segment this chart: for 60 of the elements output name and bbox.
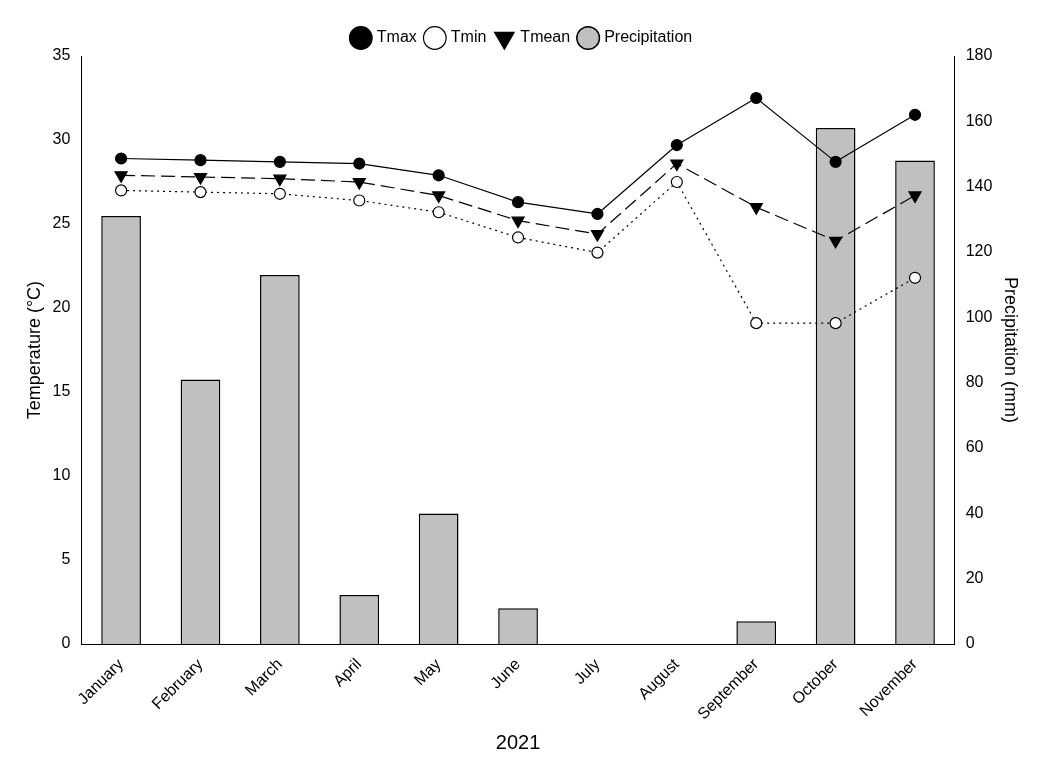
y2-axis-title: Precipitation (mm)	[1001, 277, 1022, 424]
point	[829, 155, 842, 168]
legend-label: Precipitation	[604, 28, 693, 46]
y-tick-label: 20	[52, 298, 71, 316]
point	[353, 194, 366, 207]
point	[670, 138, 683, 152]
point	[193, 172, 208, 185]
point	[670, 159, 684, 172]
point	[352, 177, 366, 190]
point	[828, 236, 843, 249]
y-tick-label: 5	[61, 550, 71, 568]
point	[670, 175, 683, 189]
point	[908, 271, 922, 284]
y2-tick-label: 20	[965, 569, 984, 587]
y2-tick-label: 60	[965, 438, 984, 456]
point	[432, 206, 445, 219]
y2-tick-label: 80	[965, 373, 984, 391]
point	[114, 152, 128, 165]
point	[194, 154, 207, 167]
point	[590, 230, 605, 242]
y-tick-label: 0	[61, 634, 71, 652]
point	[829, 317, 842, 330]
y-tick-label: 35	[52, 46, 71, 64]
point	[511, 231, 525, 244]
y2-tick-label: 120	[965, 242, 993, 260]
legend-label: Tmin	[450, 28, 487, 46]
y-tick-label: 30	[52, 130, 71, 148]
point	[194, 186, 207, 199]
legend-label: Tmax	[376, 28, 417, 46]
point	[908, 108, 922, 121]
point	[273, 174, 287, 187]
point	[511, 216, 525, 229]
point	[273, 155, 286, 168]
point	[114, 171, 128, 183]
point	[432, 191, 446, 204]
point	[591, 207, 604, 221]
y2-tick-label: 160	[965, 111, 993, 129]
point	[749, 203, 763, 215]
x-tick-label: July	[570, 655, 603, 688]
y2-tick-label: 100	[965, 307, 993, 325]
y-tick-label: 25	[52, 214, 71, 232]
point	[273, 187, 286, 200]
y-tick-label: 10	[52, 466, 71, 484]
y2-tick-label: 140	[965, 177, 993, 195]
y2-tick-label: 0	[965, 634, 975, 652]
x-tick-label: May	[410, 655, 444, 689]
point	[511, 196, 525, 209]
point	[750, 317, 763, 330]
point	[591, 246, 604, 259]
point	[750, 91, 763, 105]
y-tick-label: 15	[52, 382, 71, 400]
y-axis-title: Temperature (°C)	[23, 280, 44, 420]
point	[432, 169, 445, 182]
point	[114, 184, 128, 197]
legend-label: Tmean	[520, 28, 571, 46]
point	[353, 157, 366, 170]
point	[908, 191, 922, 204]
y2-tick-label: 180	[965, 46, 993, 64]
y2-tick-label: 40	[965, 503, 984, 521]
x-axis-title: 2021	[495, 730, 541, 753]
